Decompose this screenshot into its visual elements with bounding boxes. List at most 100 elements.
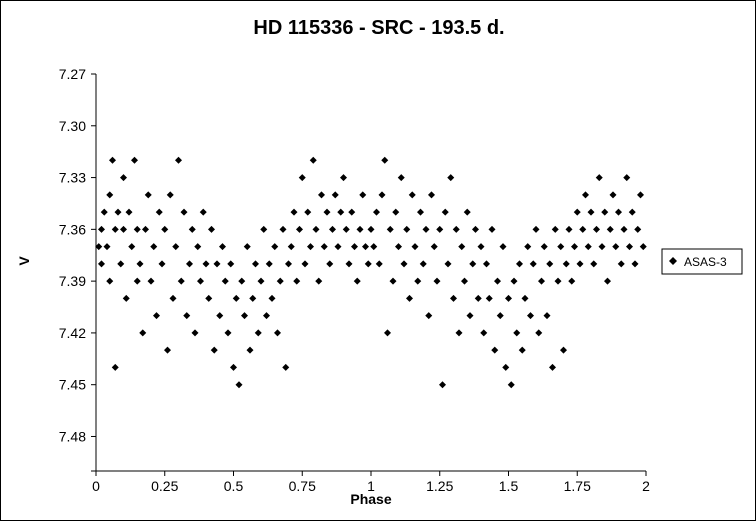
data-point bbox=[483, 260, 490, 268]
data-point bbox=[296, 225, 303, 233]
data-point bbox=[210, 346, 218, 354]
data-point bbox=[128, 243, 136, 251]
data-point bbox=[298, 174, 306, 182]
data-point bbox=[521, 294, 529, 302]
data-point bbox=[639, 243, 647, 251]
data-point bbox=[345, 260, 353, 268]
data-point bbox=[433, 277, 441, 285]
data-point bbox=[232, 294, 240, 302]
data-point bbox=[623, 174, 631, 182]
data-point bbox=[439, 381, 446, 389]
data-point bbox=[252, 260, 259, 268]
data-point bbox=[637, 191, 644, 199]
y-tick-label: 7.36 bbox=[59, 221, 86, 237]
data-point bbox=[164, 346, 171, 354]
data-point bbox=[98, 260, 105, 268]
data-point bbox=[516, 260, 523, 268]
data-point bbox=[351, 243, 358, 251]
x-tick-label: 2 bbox=[642, 478, 650, 494]
data-point bbox=[106, 277, 114, 285]
data-point bbox=[573, 208, 581, 216]
data-point bbox=[529, 260, 537, 268]
data-point bbox=[477, 243, 485, 251]
x-tick-label: 0.5 bbox=[224, 478, 244, 494]
data-point bbox=[532, 225, 540, 233]
data-point bbox=[496, 312, 504, 320]
data-point bbox=[389, 277, 397, 285]
data-point bbox=[312, 225, 320, 233]
data-point bbox=[587, 208, 595, 216]
data-point bbox=[535, 329, 543, 337]
data-point bbox=[510, 277, 518, 285]
data-point bbox=[147, 277, 155, 285]
data-point bbox=[172, 243, 180, 251]
data-point bbox=[384, 329, 391, 337]
data-point bbox=[235, 381, 243, 389]
legend: ASAS-3 bbox=[661, 248, 743, 275]
data-point bbox=[615, 208, 622, 216]
data-point bbox=[177, 277, 185, 285]
data-point bbox=[326, 260, 334, 268]
data-point bbox=[241, 312, 248, 320]
legend-label-asas-3: ASAS-3 bbox=[684, 255, 727, 269]
data-point bbox=[403, 225, 411, 233]
data-point bbox=[455, 329, 463, 337]
data-point bbox=[364, 260, 372, 268]
data-point bbox=[353, 277, 361, 285]
data-point bbox=[540, 243, 548, 251]
data-point bbox=[527, 312, 534, 320]
data-point bbox=[395, 243, 402, 251]
data-point bbox=[447, 174, 455, 182]
data-point bbox=[285, 260, 292, 268]
data-point bbox=[133, 225, 141, 233]
data-point bbox=[274, 329, 281, 337]
data-point bbox=[304, 208, 312, 216]
x-tick-label: 0.25 bbox=[151, 478, 178, 494]
data-point bbox=[238, 277, 246, 285]
data-point bbox=[213, 260, 221, 268]
data-point bbox=[219, 243, 226, 251]
x-axis-title: Phase bbox=[350, 491, 391, 507]
data-point bbox=[103, 243, 111, 251]
data-point bbox=[155, 208, 163, 216]
data-point bbox=[125, 208, 133, 216]
data-point bbox=[249, 294, 257, 302]
data-point bbox=[356, 225, 364, 233]
data-point bbox=[111, 363, 119, 371]
data-point bbox=[606, 225, 614, 233]
data-point bbox=[348, 208, 356, 216]
y-tick-label: 7.48 bbox=[59, 428, 86, 444]
data-point bbox=[400, 260, 408, 268]
data-point bbox=[463, 208, 471, 216]
data-point bbox=[367, 225, 375, 233]
chart-title: HD 115336 - SRC - 193.5 d. bbox=[253, 17, 504, 39]
data-point bbox=[620, 225, 628, 233]
data-point bbox=[337, 208, 345, 216]
data-point bbox=[507, 381, 515, 389]
x-tick-label: 1 bbox=[367, 478, 375, 494]
data-point bbox=[562, 260, 570, 268]
x-tick-label: 1.5 bbox=[499, 478, 519, 494]
data-point bbox=[444, 260, 452, 268]
data-point bbox=[425, 312, 433, 320]
data-point bbox=[180, 208, 188, 216]
data-point bbox=[441, 208, 449, 216]
plot-area: 7.27 7.30 7.33 7.36 7.39 7.42 7.45 7.48 0 0.25 0.5… bbox=[59, 66, 650, 494]
data-point bbox=[417, 208, 424, 216]
data-point bbox=[257, 277, 265, 285]
data-point bbox=[370, 243, 378, 251]
data-point bbox=[593, 225, 600, 233]
data-point bbox=[598, 243, 606, 251]
data-point bbox=[485, 294, 493, 302]
data-point bbox=[362, 243, 369, 251]
data-point bbox=[106, 191, 114, 199]
data-point bbox=[318, 191, 325, 199]
data-point bbox=[120, 174, 127, 182]
data-point bbox=[205, 294, 213, 302]
data-point bbox=[194, 243, 202, 251]
data-point bbox=[474, 294, 482, 302]
data-point bbox=[161, 225, 169, 233]
data-point bbox=[595, 174, 603, 182]
data-point bbox=[122, 294, 130, 302]
data-point bbox=[307, 243, 314, 251]
